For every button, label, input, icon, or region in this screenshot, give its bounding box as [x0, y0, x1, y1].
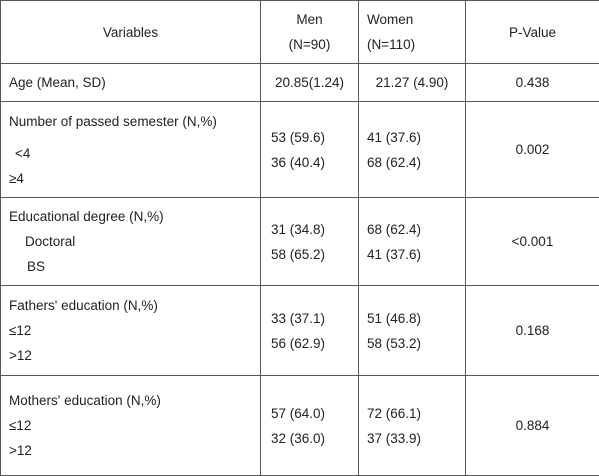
women-value: 68 (62.4): [367, 217, 465, 242]
pvalue-value: 0.884: [516, 418, 550, 433]
women-value: 51 (46.8): [367, 306, 465, 331]
table-row: Educational degree (N,%) Doctoral BS 31 …: [1, 198, 599, 286]
men-value: 53 (59.6): [271, 125, 358, 150]
table-row: Mothers' education (N,%) ≤12 >12 57 (64.…: [1, 376, 599, 476]
women-value: 41 (37.6): [367, 125, 465, 150]
header-men-n: (N=90): [261, 32, 358, 57]
header-variables: Variables: [1, 1, 261, 64]
men-value: 56 (62.9): [271, 331, 358, 356]
header-pvalue-label: P-Value: [509, 25, 556, 40]
header-men-label: Men: [261, 7, 358, 32]
pvalue-cell: 0.884: [466, 376, 599, 476]
row-sublabel: >12: [9, 438, 260, 463]
row-sublabel: BS: [9, 254, 260, 279]
header-men: Men (N=90): [261, 1, 359, 64]
header-variables-label: Variables: [103, 25, 158, 40]
table-header-row: Variables Men (N=90) Women (N=110) P-Val…: [1, 1, 599, 64]
row-label-text: Fathers' education (N,%): [9, 293, 260, 318]
row-sublabel: <4: [9, 141, 260, 166]
women-cell: 68 (62.4) 41 (37.6): [359, 198, 466, 286]
pvalue-value: 0.168: [516, 323, 550, 338]
header-women: Women (N=110): [359, 1, 466, 64]
row-sublabel: ≤12: [9, 413, 260, 438]
men-value: 58 (65.2): [271, 242, 358, 267]
pvalue-value: 0.438: [516, 75, 550, 90]
row-label: Number of passed semester (N,%) <4 ≥4: [1, 102, 261, 198]
pvalue-cell: 0.168: [466, 286, 599, 376]
row-sublabel: ≥4: [9, 166, 260, 191]
row-label: Mothers' education (N,%) ≤12 >12: [1, 376, 261, 476]
men-cell: 31 (34.8) 58 (65.2): [261, 198, 359, 286]
men-value: 33 (37.1): [271, 306, 358, 331]
women-cell: 21.27 (4.90): [359, 64, 466, 102]
row-label-text: Mothers' education (N,%): [9, 388, 260, 413]
men-value: 32 (36.0): [271, 426, 358, 451]
men-value: 36 (40.4): [271, 150, 358, 175]
men-cell: 33 (37.1) 56 (62.9): [261, 286, 359, 376]
women-value: 68 (62.4): [367, 150, 465, 175]
women-cell: 41 (37.6) 68 (62.4): [359, 102, 466, 198]
pvalue-value: <0.001: [512, 234, 554, 249]
women-value: 21.27 (4.90): [376, 75, 449, 90]
men-value: 57 (64.0): [271, 401, 358, 426]
table-row: Fathers' education (N,%) ≤12 >12 33 (37.…: [1, 286, 599, 376]
men-value: 20.85(1.24): [275, 75, 344, 90]
row-label-text: Number of passed semester (N,%): [9, 109, 260, 134]
men-value: 31 (34.8): [271, 217, 358, 242]
header-women-n: (N=110): [367, 32, 465, 57]
header-pvalue: P-Value: [466, 1, 599, 64]
pvalue-cell: <0.001: [466, 198, 599, 286]
row-sublabel: ≤12: [9, 318, 260, 343]
row-label-text: Educational degree (N,%): [9, 204, 260, 229]
table-row: Age (Mean, SD) 20.85(1.24) 21.27 (4.90) …: [1, 64, 599, 102]
men-cell: 53 (59.6) 36 (40.4): [261, 102, 359, 198]
row-sublabel: >12: [9, 343, 260, 368]
men-cell: 20.85(1.24): [261, 64, 359, 102]
women-value: 41 (37.6): [367, 242, 465, 267]
women-cell: 72 (66.1) 37 (33.9): [359, 376, 466, 476]
pvalue-cell: 0.002: [466, 102, 599, 198]
women-value: 72 (66.1): [367, 401, 465, 426]
men-cell: 57 (64.0) 32 (36.0): [261, 376, 359, 476]
pvalue-value: 0.002: [516, 142, 550, 157]
header-women-label: Women: [367, 7, 465, 32]
row-label: Fathers' education (N,%) ≤12 >12: [1, 286, 261, 376]
row-label-text: Age (Mean, SD): [9, 75, 106, 90]
women-value: 58 (53.2): [367, 331, 465, 356]
row-label: Educational degree (N,%) Doctoral BS: [1, 198, 261, 286]
table-row: Number of passed semester (N,%) <4 ≥4 53…: [1, 102, 599, 198]
row-sublabel: Doctoral: [9, 229, 260, 254]
women-value: 37 (33.9): [367, 426, 465, 451]
women-cell: 51 (46.8) 58 (53.2): [359, 286, 466, 376]
row-label: Age (Mean, SD): [1, 64, 261, 102]
pvalue-cell: 0.438: [466, 64, 599, 102]
